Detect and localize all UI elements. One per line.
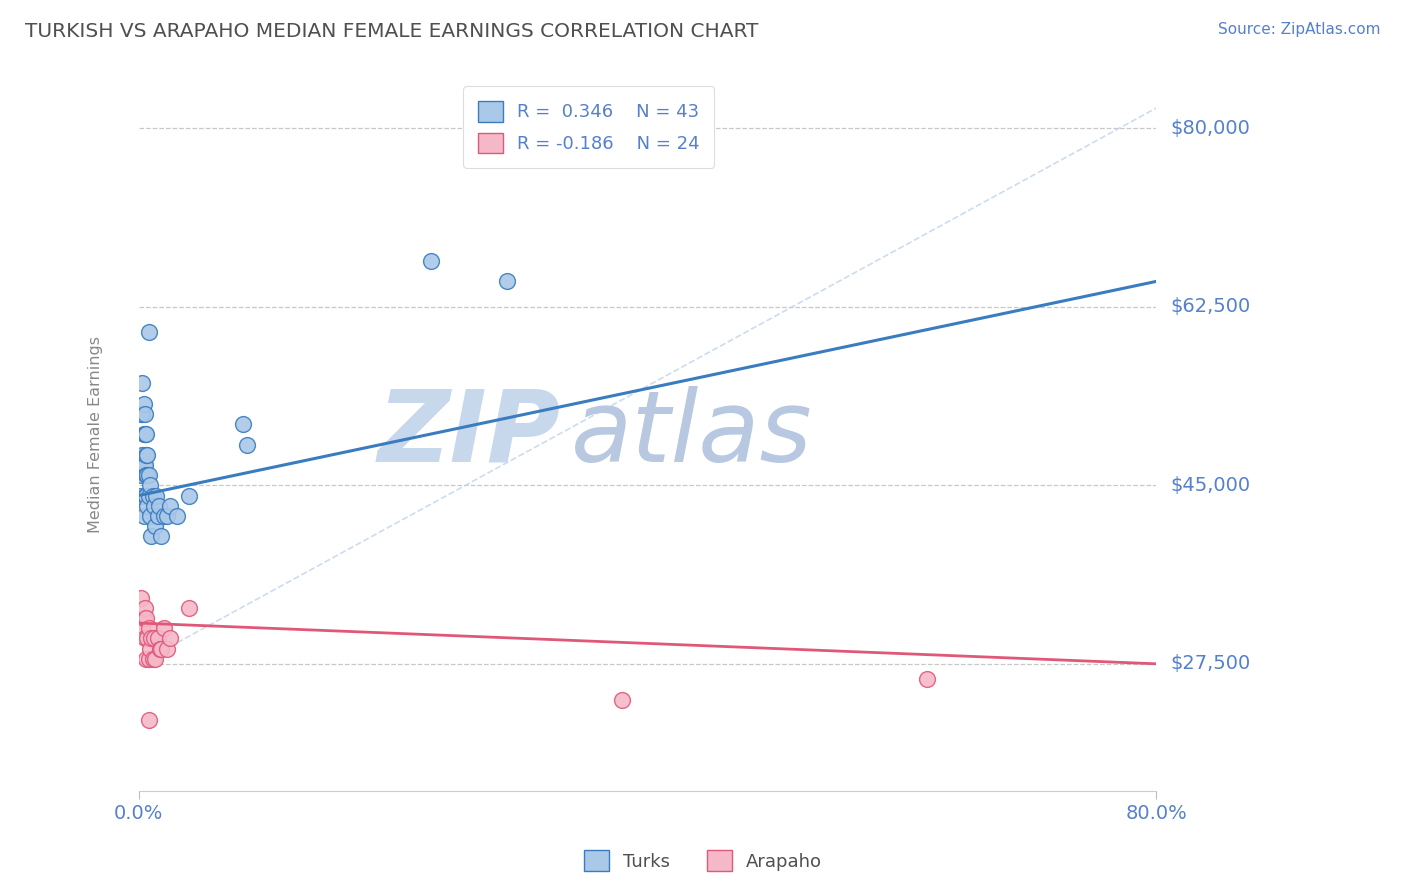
Point <box>134 489 156 503</box>
Point <box>153 508 176 523</box>
Point <box>155 641 177 656</box>
Point <box>132 458 155 472</box>
Text: $62,500: $62,500 <box>1170 297 1250 317</box>
Point <box>134 600 156 615</box>
Point <box>149 641 172 656</box>
Point <box>235 437 257 451</box>
Point <box>136 499 159 513</box>
Text: TURKISH VS ARAPAHO MEDIAN FEMALE EARNINGS CORRELATION CHART: TURKISH VS ARAPAHO MEDIAN FEMALE EARNING… <box>25 22 759 41</box>
Legend: R =  0.346    N = 43, R = -0.186    N = 24: R = 0.346 N = 43, R = -0.186 N = 24 <box>463 87 714 168</box>
Point <box>142 632 165 646</box>
Point <box>148 499 170 513</box>
Point <box>135 427 157 442</box>
Point <box>155 508 177 523</box>
Text: atlas: atlas <box>571 386 813 483</box>
Text: Median Female Earnings: Median Female Earnings <box>89 336 103 533</box>
Point <box>139 508 162 523</box>
Point <box>135 611 157 625</box>
Text: Source: ZipAtlas.com: Source: ZipAtlas.com <box>1218 22 1381 37</box>
Point <box>131 448 153 462</box>
Point <box>134 458 156 472</box>
Text: $80,000: $80,000 <box>1170 119 1250 138</box>
Point <box>145 489 167 503</box>
Point <box>134 407 156 421</box>
Text: ZIP: ZIP <box>378 386 561 483</box>
Point <box>134 632 156 646</box>
Point <box>132 397 155 411</box>
Point <box>179 489 201 503</box>
Point <box>132 427 155 442</box>
Point <box>136 468 159 483</box>
Point <box>138 621 160 635</box>
Point <box>142 489 165 503</box>
Point <box>138 713 160 727</box>
Point <box>141 529 163 543</box>
Point <box>138 468 160 483</box>
Point <box>131 376 153 391</box>
Point <box>135 468 157 483</box>
Point <box>420 254 443 268</box>
Point <box>166 508 188 523</box>
Point <box>136 448 159 462</box>
Point <box>135 651 157 665</box>
Point <box>143 519 166 533</box>
Point <box>153 621 176 635</box>
Point <box>135 489 157 503</box>
Point <box>132 611 155 625</box>
Point <box>142 499 165 513</box>
Point <box>143 651 166 665</box>
Text: $45,000: $45,000 <box>1170 475 1250 495</box>
Point <box>159 499 181 513</box>
Point <box>129 468 152 483</box>
Legend: Turks, Arapaho: Turks, Arapaho <box>576 843 830 879</box>
Point <box>179 600 201 615</box>
Point <box>146 632 169 646</box>
Point <box>139 478 162 492</box>
Point <box>146 508 169 523</box>
Point <box>150 529 173 543</box>
Point <box>917 672 939 686</box>
Point <box>232 417 254 432</box>
Point <box>131 621 153 635</box>
Point <box>150 641 173 656</box>
Point <box>134 427 156 442</box>
Point <box>610 692 633 706</box>
Point <box>129 591 152 605</box>
Point <box>139 641 162 656</box>
Point <box>129 407 152 421</box>
Point <box>132 508 155 523</box>
Text: $27,500: $27,500 <box>1170 655 1250 673</box>
Point <box>142 651 165 665</box>
Point <box>131 407 153 421</box>
Point <box>138 326 160 340</box>
Point <box>496 274 519 288</box>
Point <box>141 632 163 646</box>
Point <box>136 632 159 646</box>
Point <box>159 632 181 646</box>
Point <box>138 489 160 503</box>
Point <box>128 489 150 503</box>
Point <box>135 448 157 462</box>
Point <box>138 651 160 665</box>
